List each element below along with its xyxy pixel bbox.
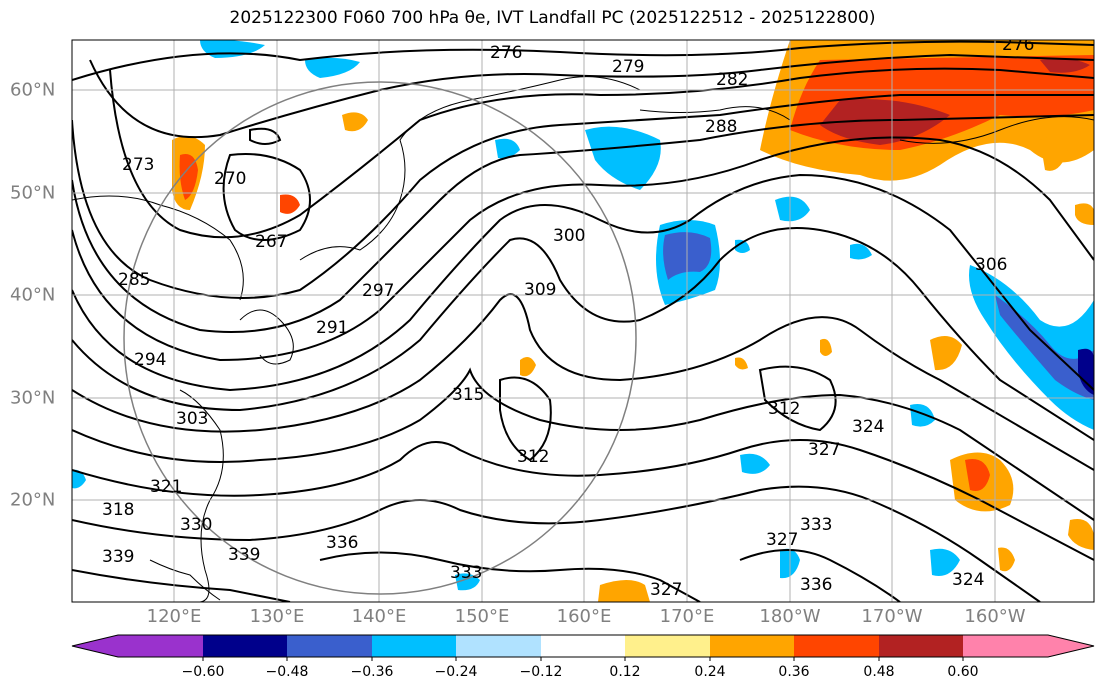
contour-label: 312 xyxy=(517,447,549,467)
contour-label: 327 xyxy=(650,580,682,600)
colorbar-tick-label: 0.36 xyxy=(778,664,810,680)
contour-label: 315 xyxy=(452,385,484,405)
lon-label: 170°E xyxy=(659,606,715,627)
contour-label: 339 xyxy=(102,547,134,567)
contour-label: 336 xyxy=(326,533,358,553)
colorbar-segment xyxy=(879,635,963,657)
contour-label: 285 xyxy=(118,270,150,290)
colorbar-segment xyxy=(710,635,794,657)
colorbar-segment xyxy=(203,635,287,657)
colorbar-segment xyxy=(963,635,1048,657)
map-title: 2025122300 F060 700 hPa θe, IVT Landfall… xyxy=(229,8,876,28)
colorbar-segment xyxy=(287,635,372,657)
contour-label: 270 xyxy=(214,169,246,189)
lon-label: 130°E xyxy=(249,606,305,627)
lon-label: 140°E xyxy=(351,606,407,627)
positive-shading xyxy=(172,40,1094,602)
contour-label: 324 xyxy=(852,417,884,437)
colorbar-tick-label: −0.60 xyxy=(181,664,225,680)
contour-label: 273 xyxy=(122,155,154,175)
lat-label: 50°N xyxy=(10,182,56,204)
colorbar-segment xyxy=(1048,635,1094,657)
colorbar-segment xyxy=(118,635,203,657)
colorbar xyxy=(71,634,1095,661)
colorbar-tick-label: 0.12 xyxy=(609,664,641,680)
colorbar-segment xyxy=(372,635,456,657)
colorbar-tick-label: −0.24 xyxy=(434,664,478,680)
colorbar-segment xyxy=(72,635,118,657)
contour-label: 267 xyxy=(255,232,287,252)
contour-label: 282 xyxy=(716,70,748,90)
lon-label: 120°E xyxy=(146,606,202,627)
contour-label: 276 xyxy=(1002,35,1034,55)
contour-label: 336 xyxy=(800,575,832,595)
contour-label: 294 xyxy=(134,350,166,370)
lat-label: 60°N xyxy=(10,79,56,101)
contour-label: 321 xyxy=(150,477,182,497)
colorbar-segment xyxy=(794,635,879,657)
contour-label: 324 xyxy=(952,570,984,590)
contour-label: 303 xyxy=(176,409,208,429)
colorbar-segment xyxy=(625,635,710,657)
contour-label: 318 xyxy=(102,500,134,520)
lat-label: 20°N xyxy=(10,489,56,511)
lon-label: 160°E xyxy=(556,606,612,627)
colorbar-tick-label: 0.60 xyxy=(947,664,979,680)
contour-label: 330 xyxy=(180,515,212,535)
lon-label: 180°W xyxy=(759,606,821,627)
lon-label: 160°W xyxy=(964,606,1026,627)
lat-label: 40°N xyxy=(10,284,56,306)
contour-label: 327 xyxy=(766,530,798,550)
colorbar-tick-label: 0.24 xyxy=(694,664,726,680)
colorbar-tick-label: −0.48 xyxy=(265,664,309,680)
contour-label: 312 xyxy=(768,399,800,419)
contour-label: 333 xyxy=(800,515,832,535)
gridlines xyxy=(72,40,1094,602)
contour-label: 288 xyxy=(705,117,737,137)
contour-label: 339 xyxy=(228,545,260,565)
colorbar-segment xyxy=(456,635,541,657)
lon-label: 170°W xyxy=(861,606,923,627)
colorbar-tick-label: −0.36 xyxy=(350,664,394,680)
contour-label: 276 xyxy=(490,43,522,63)
contour-label: 279 xyxy=(612,57,644,77)
contour-label: 333 xyxy=(450,563,482,583)
contour-label: 306 xyxy=(975,255,1007,275)
contour-label: 300 xyxy=(553,226,585,246)
contour-label: 309 xyxy=(524,280,556,300)
lat-label: 30°N xyxy=(10,387,56,409)
colorbar-tick-label: 0.48 xyxy=(863,664,895,680)
contour-label: 291 xyxy=(316,318,348,338)
contour-labels: 276 276 279 282 288 273 270 267 285 291 … xyxy=(102,35,1034,600)
range-circle xyxy=(123,81,637,595)
colorbar-segment xyxy=(541,635,625,657)
theta-e-contours xyxy=(72,40,1094,602)
contour-label: 327 xyxy=(808,440,840,460)
lon-label: 150°E xyxy=(454,606,510,627)
contour-label: 297 xyxy=(362,281,394,301)
colorbar-tick-label: −0.12 xyxy=(519,664,563,680)
